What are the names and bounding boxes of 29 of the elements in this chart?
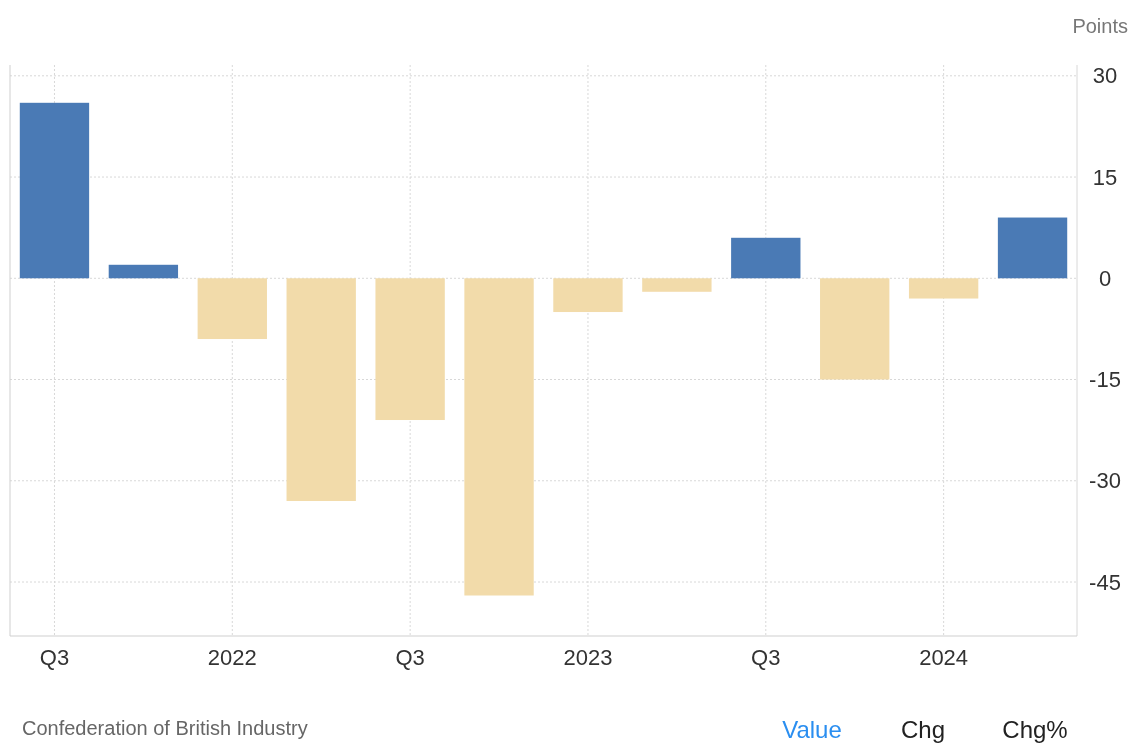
y-tick-label: -30	[1089, 468, 1121, 494]
text: Confederation of British Industry	[22, 717, 308, 739]
x-tick-label: Q3	[751, 645, 781, 670]
y-tick-label: 30	[1092, 63, 1118, 89]
bar	[820, 278, 890, 380]
bar	[375, 278, 445, 421]
text: Value	[782, 716, 842, 743]
bar	[108, 264, 179, 279]
bar	[464, 278, 534, 596]
y-tick-label: -45	[1089, 569, 1121, 595]
text: Chg	[900, 716, 946, 743]
y-axis-title: Points	[1072, 15, 1128, 37]
bar	[642, 278, 712, 292]
bar	[197, 278, 267, 340]
bar	[553, 278, 623, 313]
x-tick-label: 2024	[919, 645, 969, 670]
bar	[19, 102, 90, 279]
bar	[997, 217, 1068, 279]
x-tick-label: 2023	[563, 645, 613, 670]
text: Chg%	[1002, 716, 1068, 743]
x-tick-label: 2022	[207, 645, 257, 670]
y-tick-label: 0	[1098, 265, 1112, 291]
bar	[908, 278, 979, 299]
y-tick-label: -15	[1089, 367, 1121, 393]
y-tick-label: 15	[1092, 164, 1118, 190]
x-tick-label: Q3	[39, 645, 70, 670]
bar	[286, 278, 356, 502]
bar	[731, 237, 801, 279]
x-tick-label: Q3	[395, 645, 425, 670]
